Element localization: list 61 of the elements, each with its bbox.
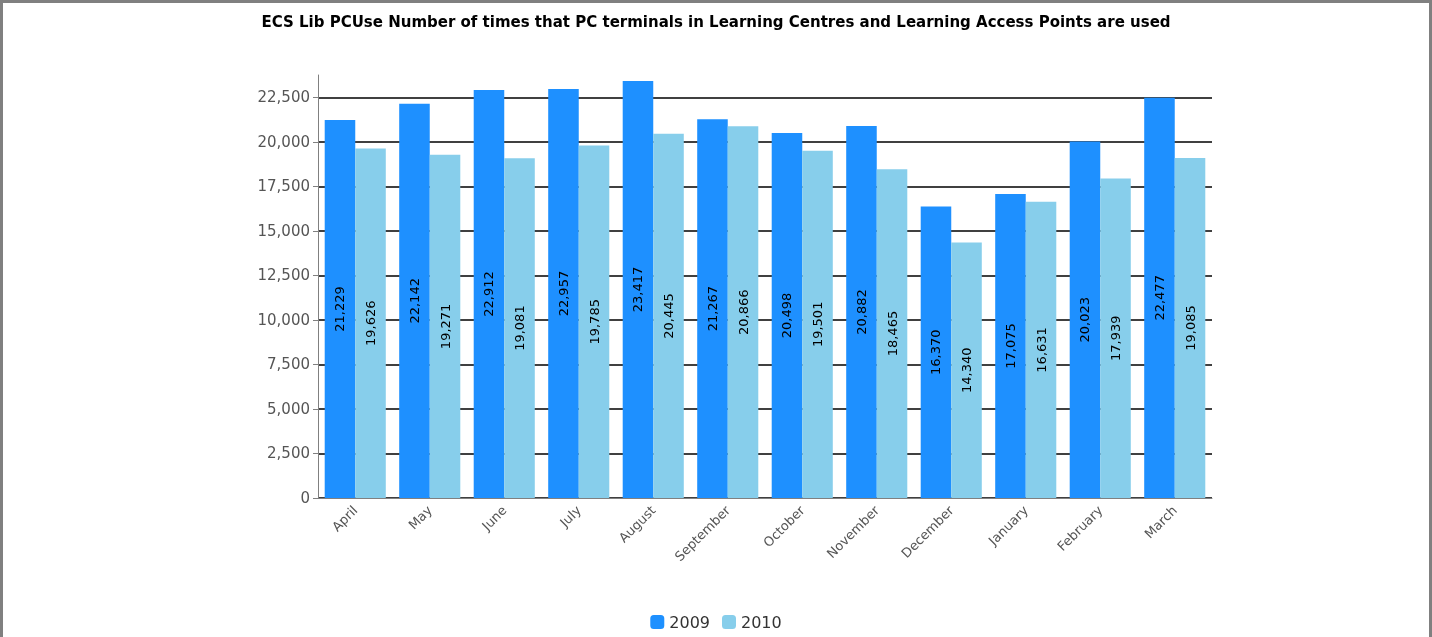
data-label: 14,340 [959, 347, 975, 394]
y-tick-label: 5,000 [267, 399, 310, 418]
bar [951, 242, 982, 498]
data-label: 20,882 [853, 289, 869, 335]
bar [578, 145, 610, 498]
bar [622, 80, 654, 498]
bar [504, 158, 535, 498]
data-label: 19,081 [512, 305, 528, 351]
bar [548, 89, 579, 498]
legend-label: 2010 [741, 612, 782, 632]
y-tick-label: 2,500 [267, 444, 310, 463]
bar [399, 103, 430, 498]
bar [802, 150, 833, 498]
data-label: 22,142 [406, 278, 422, 324]
legend-label: 2009 [669, 612, 710, 632]
y-tick-label: 0 [300, 489, 310, 507]
bar [324, 119, 356, 498]
bar [727, 126, 759, 498]
bar [771, 132, 803, 498]
data-label: 16,631 [1033, 327, 1049, 373]
data-label: 22,912 [481, 271, 497, 317]
bar [1144, 97, 1175, 498]
data-label: 20,498 [779, 292, 795, 339]
bar [1174, 158, 1206, 498]
chart-title: ECS Lib PCUse Number of times that PC terminals in Learning Centres and Learning Access Points are used [261, 13, 1171, 31]
bar [1025, 201, 1057, 498]
data-label: 23,417 [630, 266, 646, 313]
y-tick-label: 17,500 [257, 177, 310, 196]
data-label: 22,957 [555, 270, 571, 317]
y-tick-label: 10,000 [257, 310, 310, 329]
data-label: 20,866 [735, 289, 751, 335]
y-tick-label: 7,500 [267, 355, 310, 374]
data-label: 19,785 [586, 299, 602, 345]
data-label: 19,501 [810, 301, 826, 348]
bar [846, 126, 877, 498]
data-label: 19,085 [1182, 305, 1198, 351]
bar [429, 154, 461, 498]
bar [1069, 141, 1101, 498]
bar [653, 133, 684, 498]
data-label: 21,267 [704, 285, 720, 332]
bar [473, 89, 505, 498]
y-tick-label: 20,000 [257, 132, 310, 151]
data-label: 22,477 [1151, 275, 1167, 321]
bar [697, 119, 728, 498]
data-label: 21,229 [332, 286, 348, 332]
bar [920, 206, 952, 498]
bar [876, 169, 908, 498]
data-label: 18,465 [884, 310, 900, 357]
data-label: 17,939 [1108, 315, 1124, 361]
y-tick-label: 12,500 [257, 266, 310, 285]
data-label: 19,271 [437, 303, 453, 350]
bar [995, 193, 1026, 498]
data-label: 17,075 [1002, 323, 1018, 369]
y-tick-label: 15,000 [257, 221, 310, 240]
bar [1100, 178, 1131, 498]
data-label: 16,370 [928, 329, 944, 375]
data-label: 19,626 [363, 300, 379, 346]
y-tick-label: 22,500 [257, 88, 310, 107]
data-label: 20,023 [1077, 296, 1093, 343]
bar [355, 148, 386, 498]
data-label: 20,445 [661, 293, 677, 339]
